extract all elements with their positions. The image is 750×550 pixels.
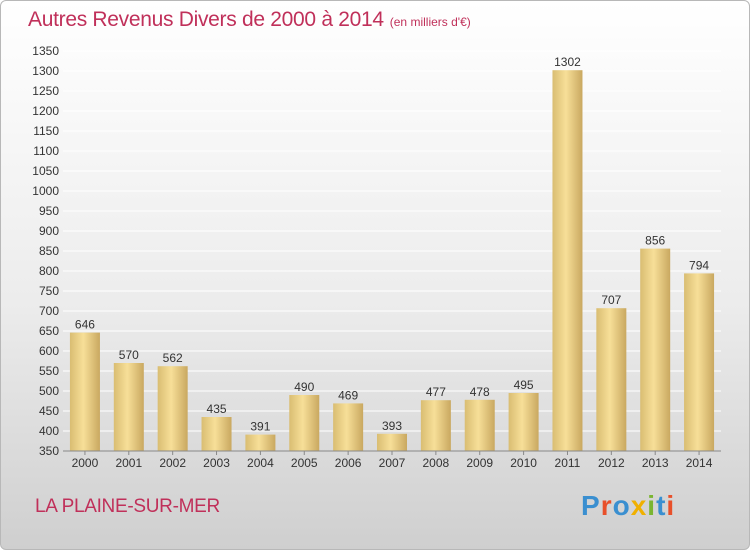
logo-letter: i [666,490,676,521]
data-label: 478 [470,385,490,399]
bar [245,434,276,451]
logo-letter: t [656,490,667,521]
bars [69,70,715,451]
proxiti-logo: Proxiti [581,490,675,522]
y-tick-label: 450 [39,404,59,418]
chart-subtitle: (en milliers d'€) [389,15,471,29]
x-tick-label: 2004 [247,456,274,470]
data-label: 570 [119,348,139,362]
bar [333,403,364,451]
y-tick-label: 650 [39,324,59,338]
y-tick-label: 600 [39,344,59,358]
bar [640,248,671,451]
data-label: 495 [514,378,534,392]
data-label: 562 [163,351,183,365]
data-label: 794 [689,258,709,272]
bar [552,70,583,451]
y-tick-label: 700 [39,304,59,318]
data-label: 490 [294,380,314,394]
y-tick-label: 1100 [33,144,59,158]
y-tick-label: 1300 [32,64,59,78]
y-tick-label: 350 [39,444,59,458]
logo-letter: P [581,490,601,521]
data-label: 856 [645,234,665,248]
x-tick-label: 2010 [510,456,537,470]
y-tick-label: 850 [39,244,59,258]
logo-letter: r [600,490,613,521]
data-label: 435 [207,402,227,416]
y-tick-label: 950 [39,204,59,218]
data-label: 1302 [554,55,581,69]
data-label: 646 [75,318,95,332]
y-tick-label: 900 [39,224,59,238]
x-tick-label: 2005 [291,456,318,470]
y-tick-label: 1250 [32,84,59,98]
data-label: 477 [426,385,446,399]
x-tick-label: 2003 [203,456,230,470]
chart-title: Autres Revenus Divers de 2000 à 2014 [28,8,384,31]
x-tick-label: 2006 [335,456,362,470]
x-axis-ticks: 2000 2001 2002 2003 2004 2005 2006 2007 2008 2009… [72,451,713,470]
commune-name: LA PLAINE-SUR-MER [35,496,220,517]
logo-letter: x [630,490,648,521]
data-label: 393 [382,419,402,433]
x-tick-label: 2013 [642,456,669,470]
x-tick-label: 2007 [379,456,406,470]
data-labels: 646 570 562 435 391 490 469 393 477 478 495 1302 707… [75,55,709,433]
y-tick-label: 1350 [32,44,59,58]
x-tick-label: 2000 [72,456,99,470]
x-tick-label: 2014 [686,456,713,470]
x-tick-label: 2011 [555,456,581,470]
bar [113,363,144,451]
y-tick-label: 1050 [32,164,59,178]
logo-letter: o [612,490,631,521]
x-tick-label: 2008 [423,456,450,470]
bar [420,400,451,451]
bar [377,433,407,451]
data-label: 707 [601,293,621,307]
bar [201,417,232,451]
bar [464,399,495,451]
data-label: 391 [250,420,270,434]
y-tick-label: 1200 [32,104,59,118]
bar [69,332,100,451]
x-tick-label: 2009 [466,456,493,470]
bar [508,393,539,451]
bar [684,273,715,451]
y-tick-label: 550 [39,364,59,378]
y-tick-label: 500 [39,384,59,398]
title-area: Autres Revenus Divers de 2000 à 2014 (en … [28,8,471,32]
bar [157,366,188,451]
y-axis-ticks: 350 400 450 500 550 600 650 700 750 800 850 900 950 1… [32,44,59,458]
data-label: 469 [338,388,358,402]
bar [289,395,320,451]
y-tick-label: 750 [39,284,59,298]
x-tick-label: 2012 [598,456,625,470]
bar [596,308,627,451]
y-tick-label: 800 [39,264,59,278]
x-tick-label: 2001 [115,456,142,470]
y-tick-label: 1150 [33,124,59,138]
x-tick-label: 2002 [159,456,186,470]
y-tick-label: 400 [39,424,59,438]
logo-letter: i [647,490,657,521]
y-tick-label: 1000 [32,184,59,198]
